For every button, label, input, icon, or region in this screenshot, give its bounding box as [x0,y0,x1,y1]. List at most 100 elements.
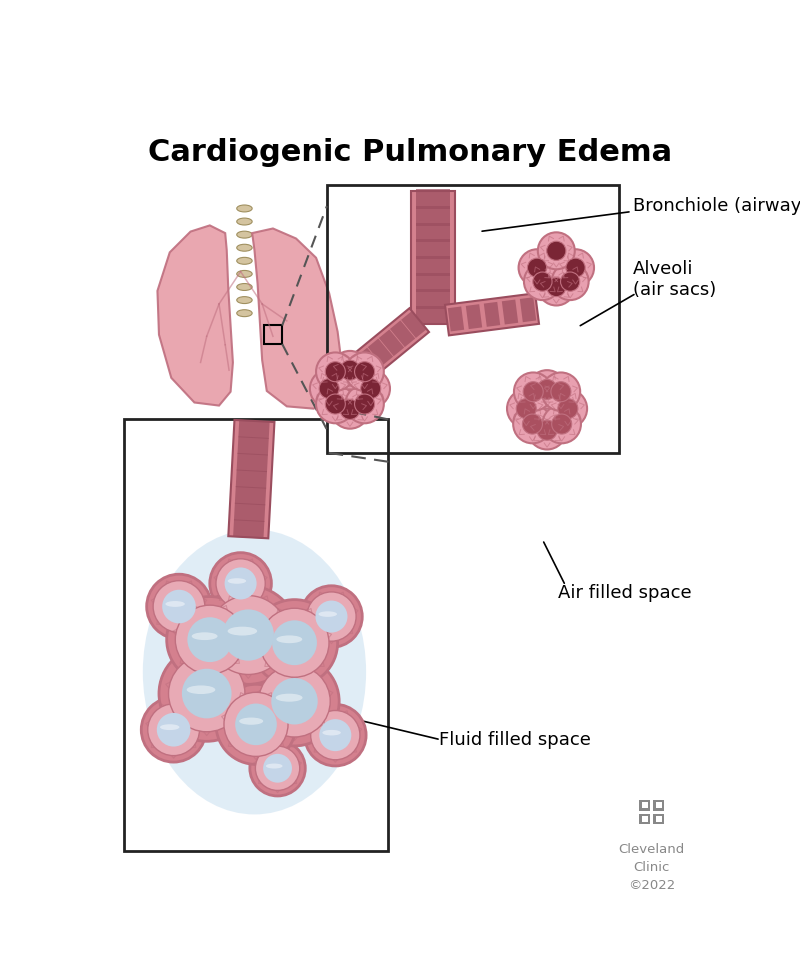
Circle shape [169,656,245,732]
Polygon shape [354,308,429,377]
Bar [639,813,650,824]
Bar [327,185,619,453]
Circle shape [566,258,585,277]
Bar [123,419,389,851]
Circle shape [533,272,552,291]
Circle shape [354,394,374,414]
Ellipse shape [192,632,218,640]
Circle shape [551,381,571,402]
Polygon shape [252,228,342,409]
Circle shape [222,610,274,661]
Circle shape [162,590,196,623]
Circle shape [361,378,381,399]
Circle shape [523,381,543,402]
Bar [654,800,664,810]
Ellipse shape [237,310,252,317]
Circle shape [182,668,231,718]
Circle shape [153,581,205,632]
Polygon shape [466,304,482,329]
Circle shape [538,269,574,306]
Circle shape [346,385,384,423]
Circle shape [528,370,566,409]
Circle shape [326,362,346,381]
Circle shape [157,712,190,747]
Text: Alveoli
(air sacs): Alveoli (air sacs) [634,260,717,299]
Circle shape [305,705,366,766]
Polygon shape [448,307,464,331]
Ellipse shape [228,626,257,636]
Circle shape [272,620,317,665]
Circle shape [235,704,277,745]
Circle shape [319,378,339,399]
Circle shape [537,420,557,440]
Circle shape [310,369,349,408]
Circle shape [340,400,360,419]
Circle shape [538,232,574,270]
Circle shape [561,272,580,291]
Circle shape [159,646,254,741]
Ellipse shape [318,612,337,616]
Polygon shape [235,486,266,506]
Ellipse shape [237,219,252,225]
Polygon shape [357,348,382,374]
Polygon shape [228,419,274,538]
Polygon shape [445,293,539,335]
Circle shape [552,263,589,300]
Ellipse shape [143,529,366,814]
Circle shape [216,559,266,608]
Ellipse shape [322,730,341,735]
Circle shape [175,606,244,674]
Polygon shape [238,419,270,439]
Text: Fluid filled space: Fluid filled space [439,731,591,749]
Circle shape [210,553,271,614]
Polygon shape [379,329,404,356]
Polygon shape [502,300,518,324]
Circle shape [316,385,354,423]
Circle shape [263,754,292,783]
Polygon shape [158,225,233,406]
Polygon shape [416,256,450,275]
Circle shape [260,609,329,677]
Circle shape [522,414,542,434]
Circle shape [255,746,300,791]
Circle shape [326,394,346,414]
Circle shape [258,665,330,737]
Circle shape [142,698,206,762]
Polygon shape [416,272,450,292]
Ellipse shape [266,763,282,768]
Circle shape [518,249,555,286]
Circle shape [549,389,587,428]
Polygon shape [237,453,268,472]
Polygon shape [416,189,450,209]
Ellipse shape [237,205,252,212]
Circle shape [552,414,572,434]
Ellipse shape [237,270,252,277]
Circle shape [507,389,546,428]
Polygon shape [368,338,393,366]
Polygon shape [410,191,455,324]
Circle shape [524,263,561,300]
Ellipse shape [237,283,252,290]
Polygon shape [236,469,267,489]
Circle shape [316,353,354,391]
Circle shape [340,360,360,380]
Ellipse shape [237,231,252,238]
Ellipse shape [186,685,215,694]
Circle shape [346,353,384,391]
Circle shape [250,657,339,746]
Ellipse shape [237,258,252,265]
Polygon shape [416,206,450,225]
Polygon shape [238,436,269,456]
Circle shape [330,390,369,428]
Circle shape [330,351,369,389]
Circle shape [319,719,351,751]
Polygon shape [484,302,500,326]
Circle shape [315,601,347,632]
Ellipse shape [228,578,246,584]
Circle shape [546,277,566,297]
Polygon shape [416,222,450,242]
Circle shape [209,596,288,674]
Circle shape [250,741,306,796]
Bar [656,816,662,822]
Polygon shape [416,289,450,309]
